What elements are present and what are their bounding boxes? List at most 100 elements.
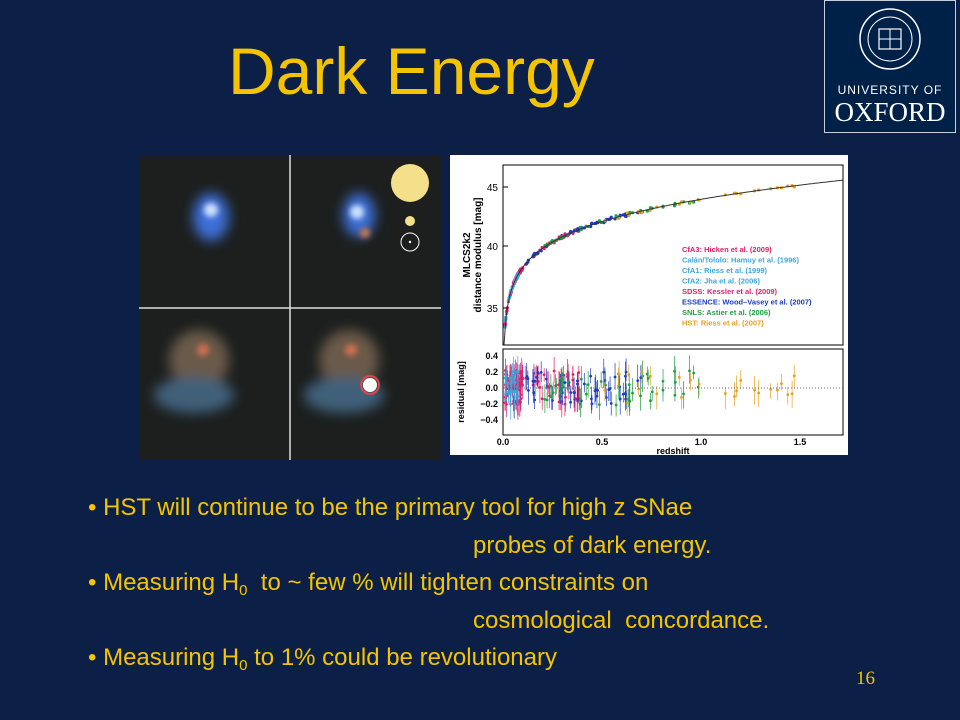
residual-point xyxy=(692,371,696,375)
residual-point xyxy=(590,397,593,401)
residual-point xyxy=(564,395,567,399)
bullet-line: • Measuring H0 to 1% could be revolution… xyxy=(88,642,769,680)
residual-point xyxy=(565,375,569,378)
residual-point xyxy=(584,392,588,396)
data-point xyxy=(692,200,696,204)
data-point xyxy=(640,211,644,215)
residual-point xyxy=(645,372,649,376)
residual-tick-label: 0.0 xyxy=(485,383,498,393)
residual-point xyxy=(650,390,654,394)
y-tick-label: 35 xyxy=(487,304,499,315)
residual-point xyxy=(525,375,529,378)
residual-point xyxy=(739,379,743,382)
residual-point xyxy=(649,399,652,403)
residual-point xyxy=(526,377,530,381)
x-tick-label: 1.5 xyxy=(794,437,807,447)
residual-point xyxy=(582,382,586,386)
residual-point xyxy=(603,388,607,392)
x-tick-label: 0.0 xyxy=(497,437,510,447)
residual-point xyxy=(661,388,665,392)
residual-point xyxy=(688,369,691,373)
page-number: 16 xyxy=(856,668,875,689)
residual-point xyxy=(533,379,537,383)
residual-point xyxy=(602,370,606,374)
residual-point xyxy=(625,401,629,405)
legend-entry: SNLS: Astier et al. (2006) xyxy=(682,308,771,317)
residual-point xyxy=(680,395,683,399)
residual-point xyxy=(542,373,546,377)
residual-point xyxy=(555,383,559,387)
residual-point xyxy=(504,398,507,402)
residual-point xyxy=(545,398,549,402)
data-point xyxy=(609,215,613,219)
residual-point xyxy=(536,370,540,374)
residual-point xyxy=(688,378,692,382)
residual-point xyxy=(527,388,530,392)
residual-point xyxy=(639,394,642,398)
legend-entry: Calán/Tololo: Hamuy et al. (1996) xyxy=(682,256,799,265)
residual-point xyxy=(618,397,622,401)
residual-point xyxy=(511,373,514,377)
residual-point xyxy=(639,376,643,380)
residual-point xyxy=(609,401,613,405)
residual-point xyxy=(516,370,520,374)
title: Dark Energy xyxy=(228,34,595,108)
bullet-line: • Measuring H0 to ~ few % will tighten c… xyxy=(88,567,769,605)
oxford-logo: UNIVERSITY OF OXFORD xyxy=(824,0,956,133)
bullet-text: to ~ few % will tighten constraints on xyxy=(247,569,649,596)
residual-point xyxy=(539,370,543,374)
legend-entry: CfA1: Riess et al. (1999) xyxy=(682,266,768,275)
bullet-text: cosmological concordance. xyxy=(473,606,770,634)
residual-point xyxy=(505,375,508,378)
residual-point xyxy=(614,403,618,407)
residual-point xyxy=(535,376,539,380)
residual-point xyxy=(572,390,576,394)
x-tick-label: 0.5 xyxy=(596,437,609,447)
crest xyxy=(859,8,921,70)
residual-point xyxy=(569,400,572,404)
residual-point xyxy=(515,390,519,394)
legend-entry: CfA3: Hicken et al. (2009) xyxy=(682,245,772,254)
residual-point xyxy=(769,387,773,391)
bullet-text: • HST will continue to be the primary to… xyxy=(88,494,693,521)
residual-point xyxy=(544,377,548,381)
residual-point xyxy=(613,375,617,379)
residual-point xyxy=(599,380,603,383)
residual-point xyxy=(682,392,685,396)
residual-point xyxy=(753,388,756,392)
residual-point xyxy=(661,379,665,383)
residual-point xyxy=(627,373,631,376)
y-axis-label: MLCS2k2 xyxy=(462,232,473,277)
residual-point xyxy=(509,381,513,385)
x-tick-label: 1.0 xyxy=(695,437,708,447)
data-point xyxy=(672,204,677,208)
residual-point xyxy=(786,393,790,397)
residual-point xyxy=(596,388,600,392)
residual-point xyxy=(735,389,738,393)
x-axis-label: redshift xyxy=(656,446,689,455)
logo-line: OXFORD xyxy=(834,97,946,127)
residual-point xyxy=(757,391,761,395)
residual-point xyxy=(573,397,576,401)
residual-point xyxy=(518,388,522,392)
residual-point xyxy=(792,374,796,378)
residual-point xyxy=(571,373,575,376)
residual-point xyxy=(512,390,516,394)
hubble-diagram: 45 40 35 0.4 0.2 0.0 −0.2 −0.4 0.0 0.5 1.0 1.5 redsh… xyxy=(450,155,848,455)
residual-point xyxy=(673,393,677,397)
residual-tick-label: −0.2 xyxy=(480,399,498,409)
residual-point xyxy=(533,398,537,402)
residual-point xyxy=(593,389,597,393)
y-tick-label: 40 xyxy=(487,242,499,253)
residual-point xyxy=(627,383,631,387)
data-point xyxy=(614,214,618,218)
residual-point xyxy=(589,374,593,378)
residual-point xyxy=(655,392,659,396)
residual-point xyxy=(577,388,581,392)
bullet-line: probes of dark energy. xyxy=(88,530,769,568)
residual-point xyxy=(673,369,676,373)
residual-point xyxy=(624,374,627,378)
bullet-list: • HST will continue to be the primary to… xyxy=(88,492,769,680)
legend-entry: CfA2: Jha et al. (2006) xyxy=(682,277,760,286)
